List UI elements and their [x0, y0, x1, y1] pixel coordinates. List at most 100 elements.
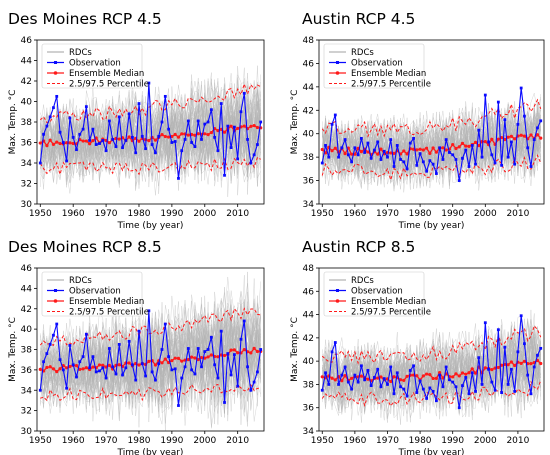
- observation-marker: [379, 158, 383, 161]
- y-tick-label: 38: [21, 118, 33, 128]
- observation-marker: [229, 373, 233, 377]
- observation-marker: [236, 384, 240, 388]
- observation-marker: [45, 124, 49, 128]
- observation-marker: [180, 376, 184, 380]
- observation-marker: [232, 353, 236, 356]
- y-axis-label: Max. Temp. °C: [8, 90, 18, 155]
- legend-label: RDCs: [69, 48, 92, 58]
- legend-box: [323, 271, 425, 317]
- percentile-lower-line: [40, 383, 261, 402]
- observation-marker: [356, 153, 360, 157]
- observation-marker: [373, 148, 376, 152]
- y-tick-label: 36: [21, 139, 33, 149]
- observation-marker: [487, 140, 490, 144]
- legend-label: 2.5/97.5 Percentile: [69, 308, 149, 318]
- observation-marker: [382, 377, 386, 381]
- observation-markers: [38, 81, 263, 180]
- observation-marker: [346, 153, 350, 157]
- observation-marker: [493, 161, 497, 165]
- y-tick-label: 34: [21, 159, 33, 169]
- median-marker: [470, 367, 474, 371]
- observation-marker: [392, 392, 396, 396]
- observation-marker: [52, 333, 55, 337]
- median-marker: [464, 144, 468, 148]
- observation-marker: [61, 141, 65, 144]
- observation-marker: [340, 146, 344, 150]
- median-marker: [483, 140, 487, 144]
- legend-swatch-observation-marker: [54, 289, 57, 292]
- x-tick-label: 2010: [506, 209, 529, 219]
- observation-marker: [382, 149, 386, 153]
- percentile-upper-line: [321, 98, 542, 138]
- observation-marker: [78, 132, 82, 136]
- observation-marker: [71, 135, 75, 139]
- median-marker: [513, 137, 517, 141]
- median-marker: [457, 374, 461, 378]
- observation-marker: [45, 352, 49, 355]
- observation-marker: [107, 119, 111, 123]
- observation-marker: [496, 328, 500, 332]
- x-tick-label: 2000: [474, 436, 497, 446]
- observation-marker: [457, 406, 461, 410]
- legend-swatch-observation-marker: [336, 289, 339, 292]
- legend-swatch-observation-marker: [336, 61, 339, 64]
- observation-marker: [327, 383, 331, 386]
- observation-marker: [343, 138, 347, 141]
- median-marker: [206, 133, 210, 137]
- rdc-series-line: [40, 291, 261, 405]
- observation-marker: [444, 365, 448, 369]
- observation-marker: [117, 115, 121, 119]
- median-marker: [58, 367, 62, 371]
- x-tick-label: 1960: [343, 436, 366, 446]
- observation-marker: [170, 368, 174, 372]
- observation-marker: [48, 343, 52, 346]
- y-tick-label: 42: [21, 305, 32, 315]
- observation-marker: [131, 135, 134, 139]
- legend-label: Observation: [69, 59, 121, 69]
- x-tick-label: 1970: [95, 436, 118, 446]
- x-tick-label: 2000: [193, 209, 216, 219]
- observation-marker: [190, 368, 194, 372]
- y-tick-label: 32: [21, 407, 32, 417]
- observation-marker: [58, 358, 62, 362]
- observation-marker: [216, 376, 220, 380]
- legend-label: Observation: [351, 287, 403, 297]
- median-marker: [163, 357, 167, 361]
- observation-marker: [448, 378, 451, 382]
- y-tick-label: 46: [303, 59, 315, 69]
- observation-marker: [134, 151, 138, 155]
- observation-marker: [252, 153, 256, 157]
- median-marker: [173, 132, 177, 137]
- y-tick-label: 44: [303, 83, 315, 93]
- observation-marker: [131, 363, 134, 367]
- observation-marker: [121, 373, 124, 377]
- y-tick-label: 38: [303, 380, 315, 390]
- panel-title: Des Moines RCP 4.5: [8, 10, 162, 28]
- observation-marker: [167, 355, 170, 359]
- median-marker: [460, 141, 465, 145]
- rdc-series-line: [322, 114, 541, 185]
- median-marker: [51, 367, 56, 371]
- y-tick-label: 42: [303, 334, 314, 344]
- median-marker: [255, 125, 260, 130]
- median-marker: [180, 132, 184, 136]
- percentile-upper-line: [321, 324, 542, 365]
- y-tick-label: 46: [21, 264, 33, 274]
- observation-marker: [513, 390, 517, 393]
- observation-marker: [144, 147, 147, 151]
- observation-marker: [193, 145, 197, 148]
- median-marker: [320, 147, 324, 152]
- observation-line: [39, 83, 262, 179]
- observation-marker: [114, 145, 118, 148]
- legend-swatch-median-marker: [335, 299, 340, 303]
- median-marker: [153, 363, 158, 367]
- y-tick-label: 44: [303, 311, 315, 321]
- observation-marker: [170, 141, 174, 144]
- observation-marker: [203, 122, 207, 126]
- observation-marker: [359, 364, 363, 368]
- observation-marker: [216, 149, 220, 153]
- median-marker: [343, 151, 347, 156]
- y-tick-label: 48: [303, 36, 315, 46]
- median-marker: [38, 367, 42, 371]
